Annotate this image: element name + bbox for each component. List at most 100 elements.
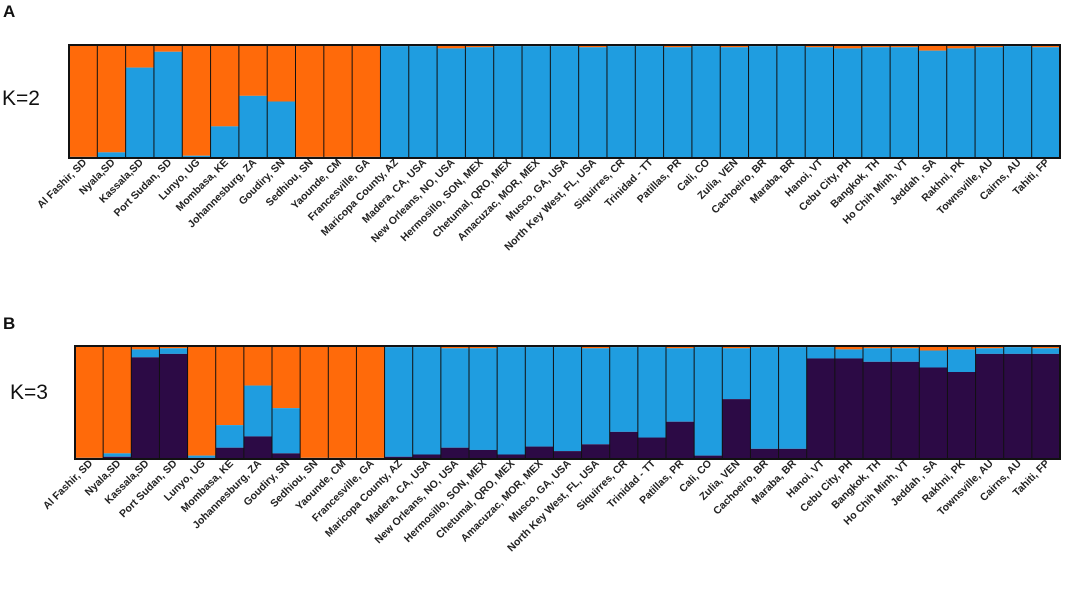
bar-segment bbox=[805, 45, 835, 48]
bar-segment bbox=[946, 45, 976, 49]
bar-segment bbox=[919, 367, 949, 459]
bar-segment bbox=[663, 45, 693, 48]
bar-segment bbox=[328, 346, 358, 458]
bar-segment bbox=[437, 45, 466, 49]
bar-segment bbox=[131, 357, 161, 459]
bar-segment bbox=[947, 346, 977, 350]
plot-frame bbox=[74, 345, 1061, 460]
bar-segment bbox=[103, 453, 132, 457]
bar-segment bbox=[323, 45, 353, 157]
bar-segment bbox=[637, 347, 667, 438]
bar-segment bbox=[272, 346, 301, 409]
bar-segment bbox=[469, 348, 498, 450]
bar-segment bbox=[975, 346, 1005, 349]
bar-segment bbox=[384, 347, 414, 457]
bar-segment bbox=[243, 436, 273, 459]
bar-segment bbox=[380, 46, 410, 158]
panel-b-k-label: K=3 bbox=[10, 381, 48, 404]
bar-segment bbox=[493, 46, 523, 158]
bar-segment bbox=[553, 347, 583, 452]
bar-segment bbox=[295, 45, 325, 157]
bar-segment bbox=[694, 347, 723, 456]
bar-segment bbox=[748, 46, 778, 158]
bar-segment bbox=[666, 346, 695, 349]
bar-segment bbox=[159, 346, 189, 349]
bar-segment bbox=[182, 155, 212, 158]
bar-segment bbox=[581, 346, 611, 349]
bar-segment bbox=[1031, 47, 1061, 159]
bar-segment bbox=[125, 45, 155, 68]
bar-segment bbox=[125, 67, 155, 158]
bar-segment bbox=[159, 348, 189, 354]
panel-a-letter: A bbox=[3, 2, 16, 21]
bar-segment bbox=[131, 349, 161, 358]
bar-segment bbox=[243, 346, 273, 386]
bar-segment bbox=[722, 348, 752, 400]
bar-segment bbox=[182, 45, 212, 156]
bar-segment bbox=[1003, 347, 1033, 354]
bar-segment bbox=[834, 346, 864, 350]
bar-segment bbox=[272, 453, 301, 459]
bar-segment bbox=[891, 348, 920, 362]
bar-segment bbox=[437, 48, 466, 158]
bar-segment bbox=[975, 348, 1005, 354]
bar-segment bbox=[666, 421, 695, 459]
bar-segment bbox=[440, 447, 470, 459]
bar-segment bbox=[890, 45, 920, 48]
bar-segment bbox=[891, 361, 920, 459]
bar-segment bbox=[1031, 348, 1061, 354]
bar-segment bbox=[776, 46, 806, 158]
bar-segment bbox=[722, 399, 752, 459]
bar-segment bbox=[215, 447, 245, 459]
bar-segment bbox=[609, 431, 639, 459]
bar-segment bbox=[69, 45, 98, 157]
bar-segment bbox=[1003, 353, 1033, 459]
bar-segment bbox=[412, 454, 442, 459]
panel-b-letter: B bbox=[3, 314, 16, 333]
bar-segment bbox=[1031, 346, 1061, 349]
bar-segment bbox=[187, 346, 217, 456]
bar-segment bbox=[497, 454, 526, 459]
bar-segment bbox=[666, 348, 695, 422]
bar-segment bbox=[356, 346, 386, 458]
bar-segment bbox=[947, 371, 977, 459]
bar-segment bbox=[522, 46, 551, 158]
bar-segment bbox=[890, 47, 920, 159]
bar-segment bbox=[581, 348, 611, 445]
bar-segment bbox=[210, 45, 240, 127]
bar-segment bbox=[863, 348, 892, 362]
bar-segment bbox=[919, 346, 949, 351]
bar-segment bbox=[440, 348, 470, 448]
bar-segment bbox=[833, 48, 863, 158]
bar-segment bbox=[131, 346, 161, 350]
bar-segment bbox=[720, 45, 750, 48]
bar-segment bbox=[919, 350, 949, 368]
bar-segment bbox=[663, 47, 693, 159]
bar-segment bbox=[947, 349, 977, 372]
bar-segment bbox=[412, 347, 442, 455]
bar-segment bbox=[778, 347, 808, 449]
bar-segment bbox=[833, 45, 863, 49]
bar-segment bbox=[153, 45, 183, 52]
bar-segment bbox=[550, 46, 580, 158]
bar-segment bbox=[187, 455, 217, 458]
bar-segment bbox=[834, 349, 864, 359]
bar-segment bbox=[581, 444, 611, 459]
bar-segment bbox=[465, 47, 495, 159]
bar-segment bbox=[103, 346, 132, 454]
bar-segment bbox=[272, 408, 301, 454]
bar-segment bbox=[525, 446, 555, 459]
plot-frame bbox=[68, 44, 1061, 159]
bar-segment bbox=[606, 46, 636, 158]
bar-segment bbox=[238, 45, 268, 96]
bar-segment bbox=[778, 448, 808, 459]
bar-segment bbox=[153, 51, 183, 158]
bar-segment bbox=[267, 101, 297, 158]
bar-segment bbox=[975, 353, 1005, 459]
bar-segment bbox=[352, 45, 382, 157]
bar-segment bbox=[806, 358, 836, 459]
bar-segment bbox=[408, 46, 438, 158]
bar-segment bbox=[553, 451, 583, 459]
bar-segment bbox=[578, 47, 608, 159]
